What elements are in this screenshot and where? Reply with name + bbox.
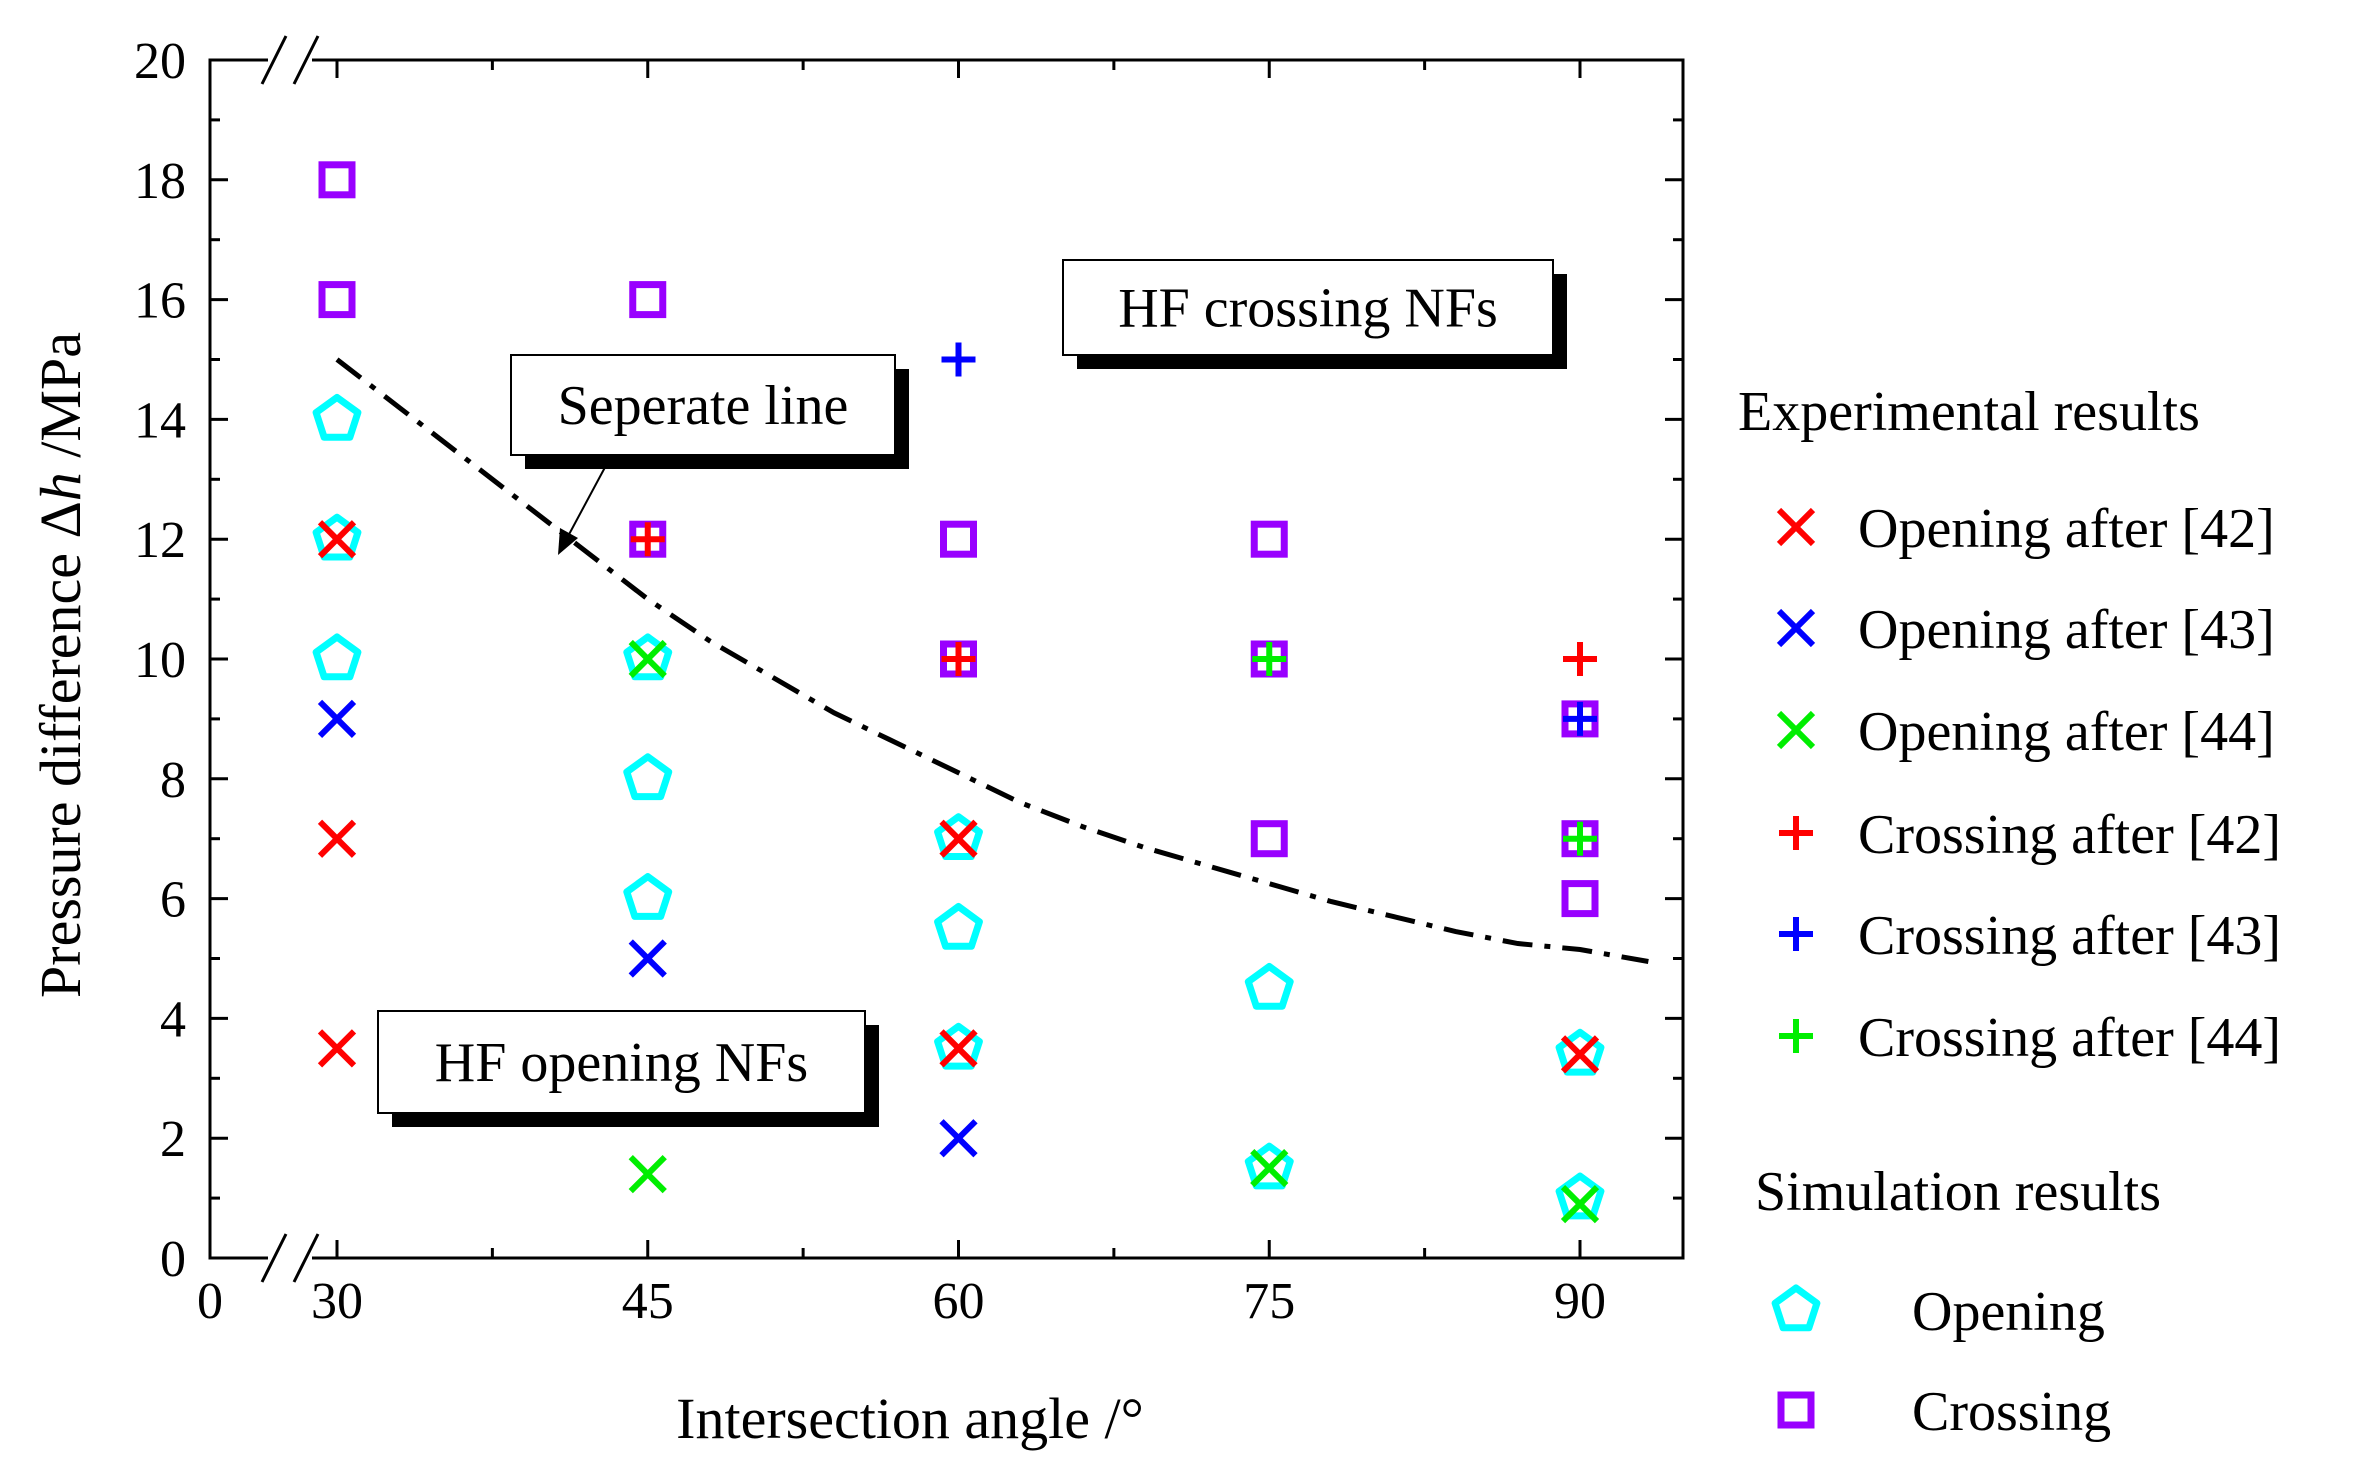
point-x-s0-p1	[320, 822, 354, 856]
y-tick-label: 14	[134, 392, 186, 449]
point-pentagon-s6-p2-shape	[316, 637, 358, 677]
x-tick-label: 0	[197, 1273, 223, 1330]
point-x-s1-p0	[320, 702, 354, 736]
point-square-s7-p6	[1254, 524, 1284, 554]
crossing-region-label-text: HF crossing NFs	[1118, 278, 1498, 340]
separate-line-arrow	[566, 458, 610, 540]
point-x-s2-p2	[1252, 1151, 1286, 1185]
point-x-s0-p5	[1563, 1037, 1597, 1071]
legend-experimental-title: Experimental results	[1738, 381, 2200, 443]
legend-simulation-title: Simulation results	[1755, 1161, 2161, 1223]
point-square-s7-p2	[633, 285, 663, 315]
point-square-s7-p4-shape	[944, 524, 974, 554]
legend-marker-6	[1775, 1288, 1817, 1328]
legend-label-5: Crossing after [44]	[1858, 1007, 2281, 1069]
separate-line-label-text: Seperate line	[558, 375, 849, 437]
point-pentagon-s6-p9	[1248, 967, 1290, 1007]
point-pentagon-s6-p9-shape	[1248, 967, 1290, 1007]
x-tick-label: 30	[311, 1273, 363, 1330]
point-pentagon-s6-p5	[627, 877, 669, 917]
legend-marker-7	[1781, 1395, 1811, 1425]
point-pentagon-s6-p0	[316, 397, 358, 437]
y-tick-label: 12	[134, 512, 186, 569]
point-square-s7-p11	[1565, 884, 1595, 914]
point-pentagon-s6-p4-shape	[627, 757, 669, 797]
legend-marker-2	[1779, 713, 1813, 747]
legend-marker-4	[1779, 917, 1813, 951]
point-square-s7-p2-shape	[633, 285, 663, 315]
legend-label-1: Opening after [43]	[1858, 599, 2275, 661]
opening-region-label-text: HF opening NFs	[435, 1032, 808, 1094]
legend-label-0: Opening after [42]	[1858, 498, 2275, 560]
point-x-s0-p2	[320, 1031, 354, 1065]
separate-line-arrowhead	[558, 528, 578, 555]
point-x-s2-p0	[631, 642, 665, 676]
legend-marker-5	[1779, 1019, 1813, 1053]
legend-label-4: Crossing after [43]	[1858, 905, 2281, 967]
y-tick-label: 4	[160, 991, 186, 1048]
legend-marker-0	[1779, 510, 1813, 544]
y-tick-label: 0	[160, 1231, 186, 1288]
point-x-s0-p4	[942, 1031, 976, 1065]
y-tick-label: 10	[134, 632, 186, 689]
point-pentagon-s6-p7	[938, 907, 980, 947]
legend-label-2: Opening after [44]	[1858, 701, 2275, 763]
y-axis-title: Pressure difference Δh /MPa	[28, 332, 93, 998]
point-x-s1-p1	[631, 942, 665, 976]
x-tick-label: 75	[1243, 1273, 1295, 1330]
legend-marker-3	[1779, 816, 1813, 850]
point-pentagon-s6-p4	[627, 757, 669, 797]
point-square-s7-p4	[944, 524, 974, 554]
y-axis-title-italic: h	[28, 472, 93, 501]
legend-label-3: Crossing after [42]	[1858, 804, 2281, 866]
point-plus-s3-p2	[1563, 642, 1597, 676]
legend-label-6: Opening	[1912, 1281, 2105, 1343]
point-square-s7-p11-shape	[1565, 884, 1595, 914]
legend-marker-7-shape	[1781, 1395, 1811, 1425]
point-x-s0-p3	[942, 822, 976, 856]
scatter-chart: 0 2 4 6 8 10 12 14 16 18 20 0 30 45 60 75 90 HF crossing…	[0, 0, 2368, 1479]
point-square-s7-p1-shape	[322, 285, 352, 315]
y-tick-label: 16	[134, 273, 186, 330]
point-square-s7-p1	[322, 285, 352, 315]
y-axis-title-suffix: /MPa	[28, 332, 93, 472]
y-tick-label: 8	[160, 752, 186, 809]
point-x-s1-p2	[942, 1121, 976, 1155]
point-plus-s4-p0	[942, 343, 976, 377]
point-x-s2-p1	[631, 1157, 665, 1191]
point-square-s7-p0-shape	[322, 165, 352, 195]
point-pentagon-s6-p7-shape	[938, 907, 980, 947]
point-square-s7-p6-shape	[1254, 524, 1284, 554]
legend-label-7: Crossing	[1912, 1381, 2111, 1443]
point-pentagon-s6-p12	[1559, 1176, 1601, 1216]
point-square-s7-p8	[1254, 824, 1284, 854]
y-tick-label: 6	[160, 872, 186, 929]
y-axis-title-prefix: Pressure difference Δ	[28, 501, 93, 998]
legend-marker-1	[1779, 611, 1813, 645]
point-pentagon-s6-p0-shape	[316, 397, 358, 437]
tick-group: 0 2 4 6 8 10 12 14 16 18 20 0 30 45 60 75 90	[134, 33, 1683, 1330]
point-pentagon-s6-p12-shape	[1559, 1176, 1601, 1216]
x-tick-label: 90	[1554, 1273, 1606, 1330]
x-tick-label: 45	[622, 1273, 674, 1330]
y-tick-label: 18	[134, 153, 186, 210]
y-tick-label: 2	[160, 1111, 186, 1168]
point-square-s7-p8-shape	[1254, 824, 1284, 854]
point-square-s7-p0	[322, 165, 352, 195]
y-tick-label: 20	[134, 33, 186, 90]
x-tick-label: 60	[933, 1273, 985, 1330]
annotation-group: HF crossing NFs HF opening NFs Seperate li…	[378, 260, 1567, 1127]
legend-group: Experimental results Opening after [42] Op…	[1738, 381, 2281, 1443]
point-pentagon-s6-p5-shape	[627, 877, 669, 917]
point-x-s0-p0	[320, 522, 354, 556]
x-axis-title: Intersection angle /°	[676, 1386, 1144, 1451]
legend-marker-6-shape	[1775, 1288, 1817, 1328]
point-pentagon-s6-p2	[316, 637, 358, 677]
